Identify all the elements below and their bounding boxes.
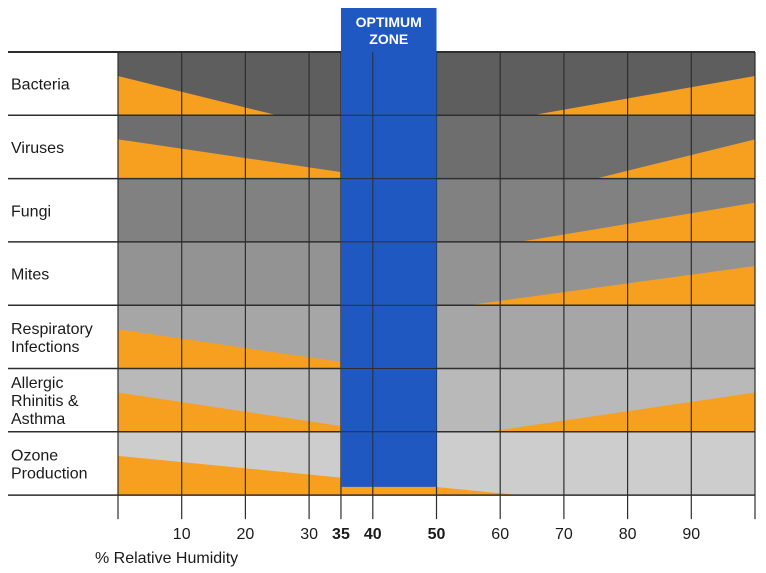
row-label: Bacteria xyxy=(11,77,70,94)
row-label: Allergic xyxy=(11,375,63,392)
row-label: Rhinitis & xyxy=(11,393,79,410)
x-axis-label: % Relative Humidity xyxy=(95,550,238,567)
row-label: Ozone xyxy=(11,447,58,464)
row-label: Infections xyxy=(11,339,79,356)
x-tick-label: 60 xyxy=(491,526,509,543)
left-effect-wedge xyxy=(118,329,386,369)
right-effect-wedge xyxy=(532,76,755,116)
right-effect-wedge xyxy=(468,265,755,306)
x-tick-label: 20 xyxy=(237,526,255,543)
row-label: Respiratory xyxy=(11,321,93,338)
x-tick-label: 40 xyxy=(364,526,382,543)
left-effect-wedge xyxy=(118,139,386,179)
optimum-zone-band xyxy=(340,8,437,487)
x-tick-label: 35 xyxy=(332,526,350,543)
left-effect-wedge xyxy=(118,76,278,116)
row-label: Viruses xyxy=(11,140,64,157)
optimum-zone-label: OPTIMUM xyxy=(356,14,422,30)
x-tick-label: 50 xyxy=(428,526,446,543)
right-effect-wedge xyxy=(487,392,755,432)
x-tick-label: 70 xyxy=(555,526,573,543)
x-tick-label: 90 xyxy=(682,526,700,543)
left-effect-wedge xyxy=(118,392,380,432)
optimum-zone-label: ZONE xyxy=(369,31,408,47)
row-label: Fungi xyxy=(11,203,51,220)
row-label: Asthma xyxy=(11,411,65,428)
right-effect-wedge xyxy=(519,202,755,242)
x-tick-label: 80 xyxy=(619,526,637,543)
right-effect-wedge xyxy=(595,139,755,179)
row-label: Mites xyxy=(11,267,49,284)
x-tick-label: 10 xyxy=(173,526,191,543)
row-label: Production xyxy=(11,465,88,482)
x-tick-label: 30 xyxy=(300,526,318,543)
